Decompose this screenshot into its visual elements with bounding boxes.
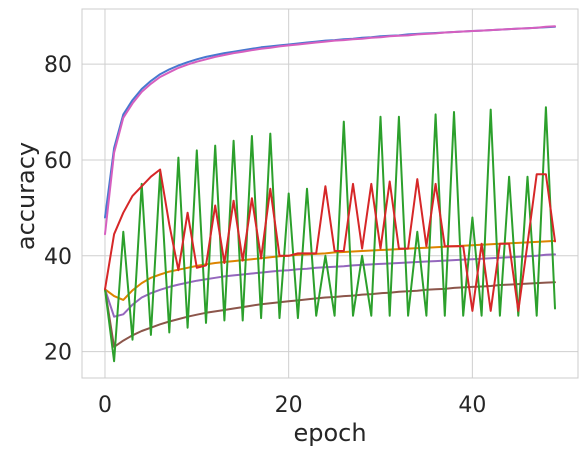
series-line-6 (104, 106, 556, 363)
series-line-3 (104, 239, 556, 301)
y-axis-label: accuracy (12, 142, 40, 250)
y-tick-labels: 20 40 60 80 (44, 53, 72, 366)
x-tick-label: 0 (98, 393, 112, 418)
x-tick-label: 20 (275, 393, 303, 418)
y-tick-label: 40 (44, 245, 72, 270)
y-tick-label: 60 (44, 149, 72, 174)
series-line-5 (104, 281, 556, 348)
x-axis-label: epoch (293, 419, 366, 447)
x-tick-labels: 0 20 40 (98, 393, 486, 418)
grid (82, 9, 578, 378)
x-tick-label: 40 (458, 393, 486, 418)
y-tick-label: 20 (44, 341, 72, 366)
series-line-7 (104, 168, 556, 312)
series-line-2 (104, 25, 556, 236)
y-tick-label: 80 (44, 53, 72, 78)
series-group (104, 25, 556, 363)
plot-frame (81, 8, 579, 379)
